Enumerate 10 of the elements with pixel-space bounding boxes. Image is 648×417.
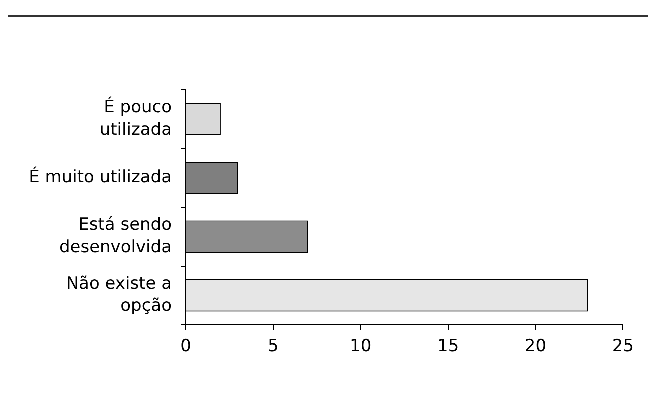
y-tick-label: É muito utilizada: [29, 166, 172, 188]
x-tick-label: 25: [612, 336, 634, 356]
x-tick-label: 10: [350, 336, 372, 356]
y-tick-label: É pouco utilizada: [100, 96, 172, 140]
x-tick-label: 15: [437, 336, 460, 356]
x-tick-label: 20: [524, 336, 547, 356]
y-tick-label: Não existe a opção: [66, 274, 172, 316]
x-tick-label: 0: [180, 336, 192, 356]
y-tick-label: Está sendo desenvolvida: [59, 215, 172, 258]
x-tick-label: 5: [268, 336, 279, 356]
